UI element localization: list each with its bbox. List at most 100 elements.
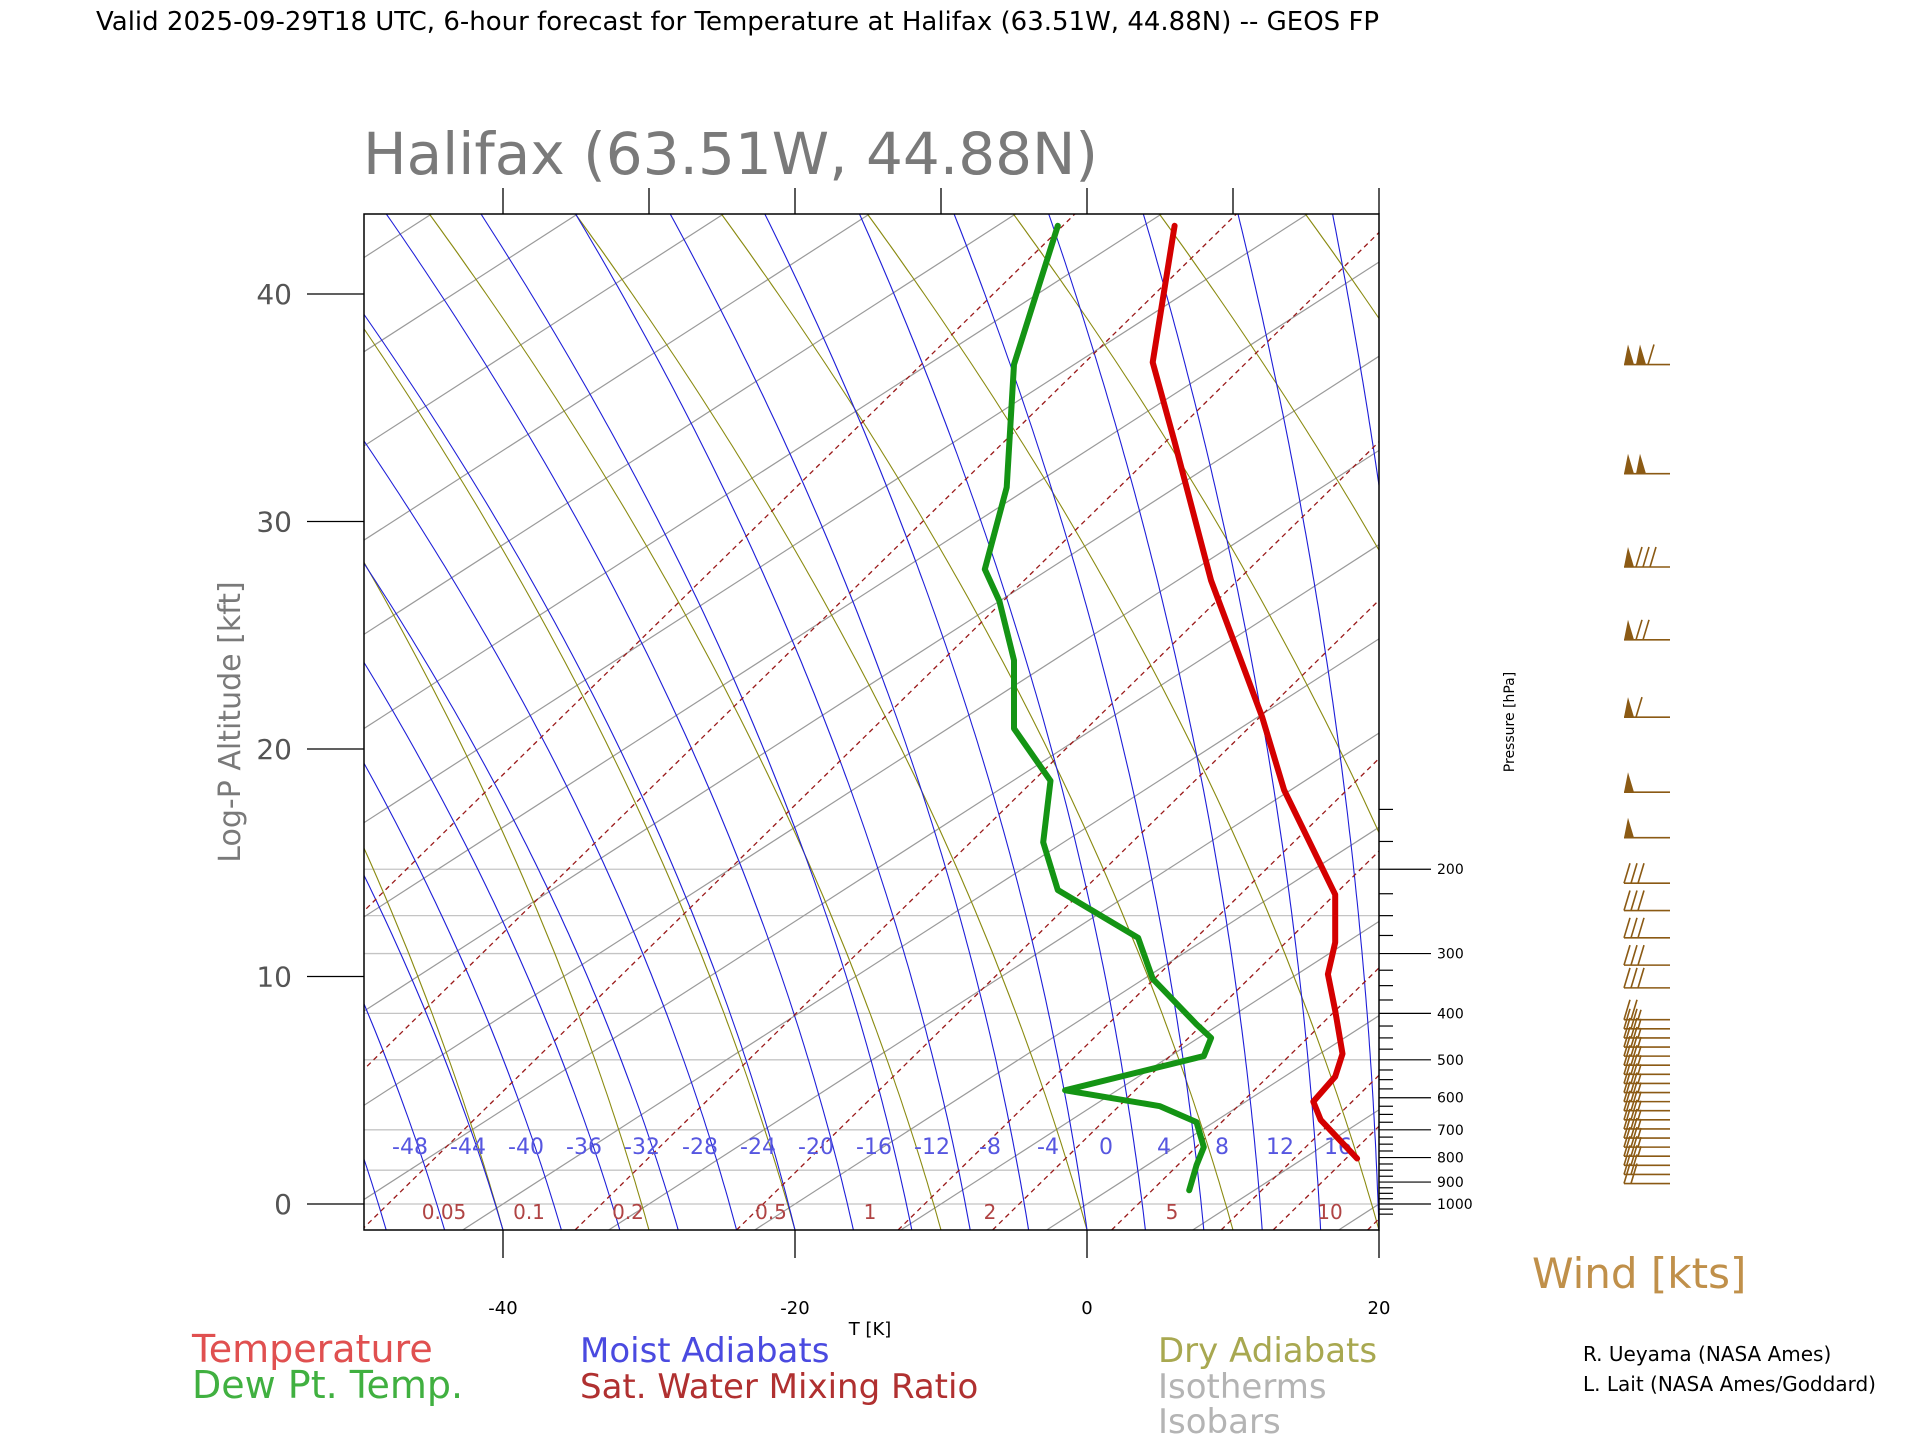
x-tick-label: 20 — [1368, 1298, 1391, 1319]
wind-barb-full — [1623, 1063, 1631, 1084]
wind-barb — [1623, 1063, 1670, 1085]
moist-adiabat-label: -24 — [740, 1135, 776, 1160]
wind-barb-full — [1623, 917, 1631, 939]
moist-adiabat-label: 4 — [1157, 1135, 1171, 1160]
wind-barb — [1624, 546, 1670, 568]
wind-barb-full — [1630, 1145, 1638, 1166]
wind-barb-flag — [1624, 817, 1634, 838]
mixing-ratio-label: 2 — [984, 1200, 997, 1224]
wind-barb-full — [1630, 1163, 1638, 1184]
wind-barb-full — [1623, 1145, 1631, 1166]
moist-adiabat-line — [364, 762, 562, 1230]
legend-temperature: Temperature — [191, 1327, 433, 1371]
wind-barb-full — [1623, 1108, 1631, 1130]
pressure-axis-label: Pressure [hPa] — [1502, 672, 1518, 772]
wind-barb-full — [1623, 999, 1631, 1020]
moist-adiabat-line — [364, 874, 504, 1230]
wind-barb-full — [1630, 967, 1638, 989]
wind-barb — [1623, 1163, 1670, 1185]
isotherm-line — [364, 355, 1379, 1012]
y-axis: 0 10 20 30 40 — [256, 278, 364, 1221]
mixing-ratio-line — [1272, 1125, 1379, 1230]
wind-barb — [1623, 1008, 1670, 1030]
credit-line-2: L. Lait (NASA Ames/Goddard) — [1583, 1372, 1876, 1396]
plot-title: Halifax (63.51W, 44.88N) — [363, 120, 1098, 188]
moist-adiabat-line — [0, 214, 328, 1230]
mixing-ratio-label: 0.1 — [513, 1200, 545, 1224]
pressure-tick-label: 900 — [1437, 1175, 1464, 1191]
legend-isobars: Isobars — [1158, 1402, 1281, 1440]
moist-adiabat-label: -20 — [798, 1135, 834, 1160]
moist-adiabat-line — [364, 661, 621, 1230]
wind-barb-full — [1630, 1108, 1638, 1130]
wind-barb-full — [1623, 1135, 1631, 1157]
wind-barb-full — [1630, 1054, 1638, 1075]
wind-barb-full — [1630, 917, 1638, 939]
wind-barb — [1623, 1081, 1670, 1103]
mixing-ratio-line — [364, 214, 1237, 1071]
legend-dewpoint: Dew Pt. Temp. — [192, 1363, 463, 1407]
moist-adiabat-line — [385, 214, 854, 1230]
wind-barbs — [1623, 344, 1670, 1185]
wind-barb — [1623, 1090, 1670, 1112]
moist-adiabat-line — [364, 313, 796, 1230]
moist-adiabat-label: -48 — [392, 1135, 428, 1160]
wind-barb-full — [1630, 1008, 1638, 1030]
moist-adiabat-label: -36 — [566, 1135, 602, 1160]
wind-barb-full — [1635, 619, 1643, 641]
wind-barb — [1623, 1154, 1670, 1176]
moist-adiabat-line — [1409, 214, 1496, 1230]
moist-adiabat-line — [669, 214, 1030, 1230]
dewpoint-profile-line — [981, 222, 1215, 1194]
wind-barb-full — [1623, 1163, 1631, 1184]
wind-barb-full — [1623, 1090, 1631, 1111]
moist-adiabat-line — [575, 214, 971, 1230]
moist-adiabat-label: -16 — [856, 1135, 892, 1160]
moist-adiabat-label: -4 — [1037, 1135, 1059, 1160]
isotherm-line — [1338, 1203, 1379, 1230]
moist-adiabat-label: 8 — [1215, 1135, 1229, 1160]
wind-barb-full — [1623, 1072, 1631, 1093]
wind-barb-full — [1623, 862, 1631, 884]
isotherm-line — [364, 214, 1162, 730]
x-axis-label: T [K] — [848, 1319, 892, 1340]
wind-barb — [1624, 619, 1670, 641]
isotherm-line — [754, 826, 1379, 1230]
dry-adiabat-line — [1743, 214, 1920, 1230]
isotherm-line — [364, 214, 1016, 636]
legend-isotherms: Isotherms — [1158, 1367, 1327, 1407]
x-axis: -40 -20 0 20 — [488, 188, 1390, 1319]
isotherm-line — [364, 449, 1379, 1107]
wind-barb — [1624, 453, 1670, 475]
wind-barb — [1623, 967, 1670, 989]
dry-adiabat-line — [364, 846, 504, 1230]
moist-adiabat-label: -28 — [682, 1135, 718, 1160]
wind-barb — [1624, 772, 1670, 794]
wind-barb-full — [1623, 1026, 1631, 1048]
wind-barb-flag — [1624, 453, 1634, 474]
pressure-tick-label: 1000 — [1437, 1197, 1473, 1213]
wind-barb-full — [1637, 917, 1645, 939]
dry-adiabat-line — [1304, 214, 1379, 320]
wind-barb-full — [1630, 1135, 1638, 1157]
legend: Temperature Dew Pt. Temp. Moist Adiabats… — [191, 1327, 1377, 1440]
moist-adiabat-line — [1237, 214, 1379, 1230]
wind-barb-full — [1630, 1154, 1638, 1175]
moist-adiabat-line — [0, 214, 211, 1230]
wind-barb-full — [1623, 1008, 1631, 1030]
wind-barb-half — [1637, 1009, 1642, 1020]
moist-adiabat-line — [364, 1157, 387, 1230]
isotherm-line — [364, 214, 724, 447]
wind-barb — [1623, 944, 1670, 966]
plot-frame — [363, 213, 1380, 1231]
isotherm-line — [364, 543, 1379, 1201]
x-tick-label: -20 — [780, 1298, 809, 1319]
mixing-ratio-line — [574, 440, 1379, 1230]
dry-adiabat-line — [574, 214, 1088, 1230]
y-axis-label: Log-P Altitude [kft] — [213, 581, 248, 862]
isotherm-line — [1192, 1109, 1379, 1230]
x-tick-label: -40 — [488, 1298, 517, 1319]
wind-barb-full — [1630, 944, 1638, 966]
dry-adiabat-line — [1158, 214, 1379, 552]
